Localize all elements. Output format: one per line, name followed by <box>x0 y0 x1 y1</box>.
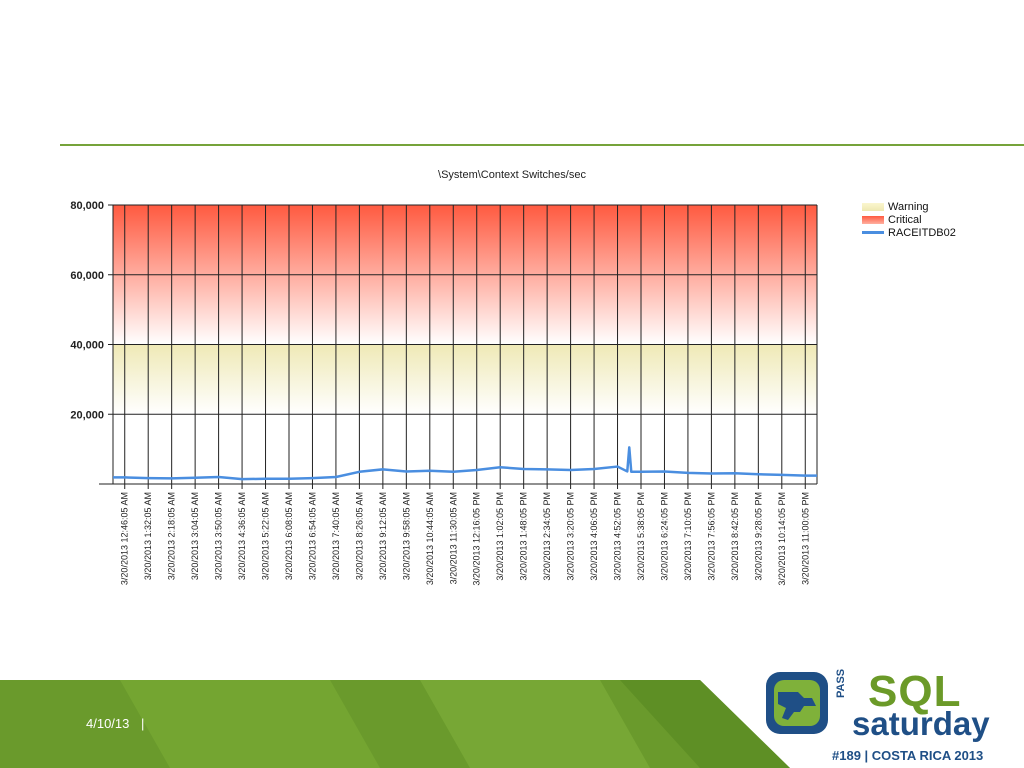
title-divider <box>60 144 1024 146</box>
x-tick-label: 3/20/2013 6:24:05 PM <box>659 492 669 581</box>
x-tick-label: 3/20/2013 3:04:05 AM <box>190 492 200 580</box>
x-tick-label: 3/20/2013 8:26:05 AM <box>354 492 364 580</box>
series-point <box>311 476 314 480</box>
x-tick-label: 3/20/2013 3:20:05 PM <box>566 492 576 581</box>
series-point <box>475 468 478 472</box>
x-tick-label: 3/20/2013 7:56:05 PM <box>706 492 716 581</box>
x-tick-label: 3/20/2013 10:14:05 PM <box>777 492 787 586</box>
series-point <box>710 472 713 475</box>
series-point <box>193 476 197 479</box>
series-point <box>804 474 807 477</box>
x-tick-label: 3/20/2013 4:52:05 PM <box>613 492 623 581</box>
series-point <box>264 477 267 480</box>
series-point <box>381 468 385 471</box>
x-tick-label: 3/20/2013 1:32:05 AM <box>143 492 153 580</box>
series-point <box>405 470 408 473</box>
x-tick-label: 3/20/2013 12:16:05 PM <box>472 492 482 586</box>
x-tick-label: 3/20/2013 6:54:05 AM <box>307 492 317 580</box>
x-tick-label: 3/20/2013 6:08:05 AM <box>284 492 294 580</box>
x-tick-label: 3/20/2013 1:02:05 PM <box>495 492 505 581</box>
band-warning <box>113 344 817 415</box>
series-point <box>757 473 760 476</box>
slide-date-separator: | <box>141 716 145 731</box>
x-tick-label: 3/20/2013 4:36:05 AM <box>237 492 247 580</box>
x-tick-label: 3/20/2013 9:28:05 PM <box>753 492 763 581</box>
series-point <box>545 468 549 471</box>
x-tick-label: 3/20/2013 2:18:05 AM <box>167 492 177 580</box>
series-point <box>452 470 455 473</box>
series-point <box>170 477 173 480</box>
series-point <box>780 473 783 477</box>
chart-title: \System\Context Switches/sec <box>438 169 586 181</box>
series-point <box>569 468 572 472</box>
y-tick-label: 80,000 <box>70 200 104 212</box>
series-point <box>217 475 220 479</box>
x-tick-label: 3/20/2013 1:48:05 PM <box>519 492 529 581</box>
series-point <box>428 469 431 472</box>
sql-saturday-logo-icon <box>766 672 828 734</box>
legend-item-series: RACEITDB02 <box>862 226 956 239</box>
x-tick-label: 3/20/2013 9:58:05 AM <box>401 492 411 580</box>
x-tick-label: 3/20/2013 9:12:05 AM <box>378 492 388 580</box>
x-tick-label: 3/20/2013 11:30:05 AM <box>448 492 458 584</box>
x-tick-label: 3/20/2013 4:06:05 PM <box>589 492 599 581</box>
footer-band <box>0 680 790 768</box>
chart: 20,000 40,000 60,000 80,000 3/20/2013 12:46:… <box>70 200 818 586</box>
series-point <box>334 475 338 479</box>
slide-date-text: 4/10/13 <box>86 716 130 731</box>
y-tick-label: 60,000 <box>70 270 104 282</box>
x-tick-label: 3/20/2013 3:50:05 AM <box>214 492 224 580</box>
y-tick-label: 20,000 <box>70 409 104 421</box>
legend-swatch-critical <box>862 215 884 224</box>
series-point <box>499 466 502 469</box>
x-tick-label: 3/20/2013 7:10:05 PM <box>683 492 693 581</box>
series-point <box>240 477 244 481</box>
legend-label-critical: Critical <box>888 213 922 226</box>
x-tick-label: 3/20/2013 8:42:05 PM <box>730 492 740 581</box>
x-tick-label: 3/20/2013 12:46:05 AM <box>120 492 130 585</box>
series-point <box>287 477 291 480</box>
series-point <box>733 471 737 475</box>
series-point <box>663 470 666 473</box>
slide-date: 4/10/13 | <box>86 716 144 731</box>
legend-label-series: RACEITDB02 <box>888 226 956 239</box>
x-tick-label: 3/20/2013 2:34:05 PM <box>542 492 552 581</box>
legend-swatch-warning <box>862 202 884 211</box>
x-tick-label: 3/20/2013 10:44:05 AM <box>425 492 435 585</box>
logo-tagline: #189 | COSTA RICA 2013 <box>832 748 984 763</box>
series-point <box>147 476 150 480</box>
x-tick-label: 3/20/2013 5:38:05 PM <box>636 492 646 581</box>
series-point <box>639 470 643 473</box>
series-point <box>686 471 690 475</box>
series-point <box>123 476 126 479</box>
x-tick-label: 3/20/2013 5:22:05 AM <box>261 492 271 580</box>
y-tick-label: 40,000 <box>70 340 104 352</box>
x-tick-label: 3/20/2013 7:40:05 AM <box>331 492 341 580</box>
legend-label-warning: Warning <box>888 200 929 213</box>
series-point <box>616 465 619 468</box>
series-point <box>358 470 361 473</box>
series-point <box>522 467 525 471</box>
chart-legend: Warning Critical RACEITDB02 <box>862 200 956 239</box>
logo-sql: SQL <box>868 667 962 716</box>
x-tick-label: 3/20/2013 11:00:05 PM <box>800 492 810 585</box>
legend-item-warning: Warning <box>862 200 956 213</box>
logo-pass: PASS <box>835 668 847 698</box>
series-point <box>592 467 596 471</box>
legend-swatch-series <box>862 231 884 234</box>
logo-saturday: saturday <box>852 705 990 742</box>
legend-item-critical: Critical <box>862 213 956 226</box>
